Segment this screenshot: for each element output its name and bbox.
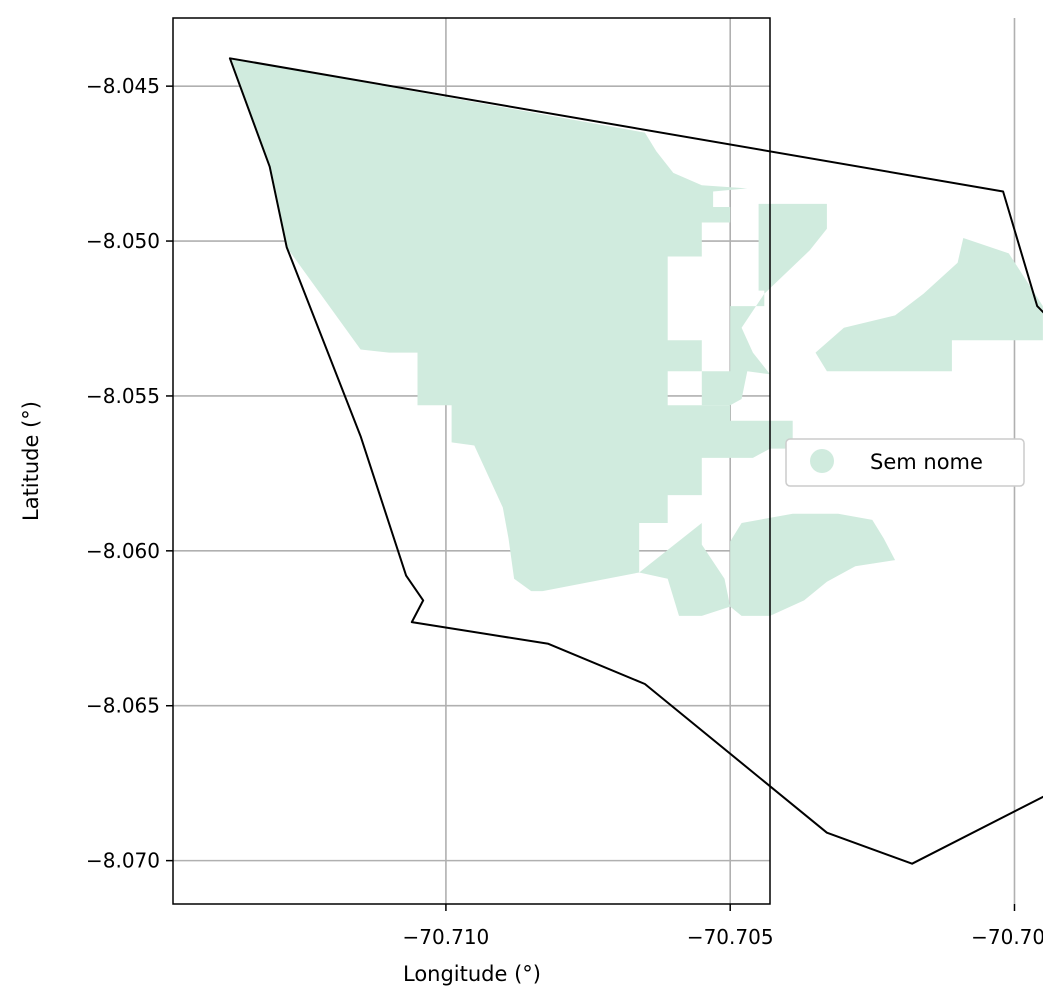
x-axis-label: Longitude (°) bbox=[403, 962, 541, 986]
boundary-line bbox=[228, 57, 1043, 865]
x-axis-ticks: −70.710 −70.705 −70.700 bbox=[403, 904, 1043, 949]
y-tick-label: −8.055 bbox=[86, 384, 160, 408]
area-polygon-sem-nome bbox=[639, 523, 731, 616]
boundary-outline bbox=[228, 57, 1043, 865]
legend: Sem nome bbox=[785, 438, 1025, 487]
area-polygon-sem-nome bbox=[229, 58, 793, 592]
area-polygon-sem-nome bbox=[815, 238, 1043, 372]
x-tick-label: −70.710 bbox=[403, 925, 490, 949]
legend-marker-sem-nome bbox=[810, 449, 834, 473]
y-tick-label: −8.045 bbox=[86, 74, 160, 98]
y-tick-label: −8.070 bbox=[86, 849, 160, 873]
x-tick-label: −70.700 bbox=[971, 925, 1043, 949]
y-axis-label: Latitude (°) bbox=[19, 401, 43, 521]
y-tick-label: −8.050 bbox=[86, 229, 160, 253]
legend-frame bbox=[785, 438, 1025, 487]
plot-frame bbox=[172, 17, 771, 905]
y-axis-ticks: −8.045 −8.050 −8.055 −8.060 −8.065 −8.070 bbox=[86, 74, 173, 873]
x-tick-label: −70.705 bbox=[687, 925, 774, 949]
y-tick-label: −8.060 bbox=[86, 539, 160, 563]
area-polygon-sem-nome bbox=[730, 513, 896, 616]
area-polygon-sem-nome bbox=[701, 203, 827, 406]
area-polygons bbox=[229, 58, 1043, 616]
legend-label-sem-nome: Sem nome bbox=[870, 450, 983, 474]
y-tick-label: −8.065 bbox=[86, 694, 160, 718]
